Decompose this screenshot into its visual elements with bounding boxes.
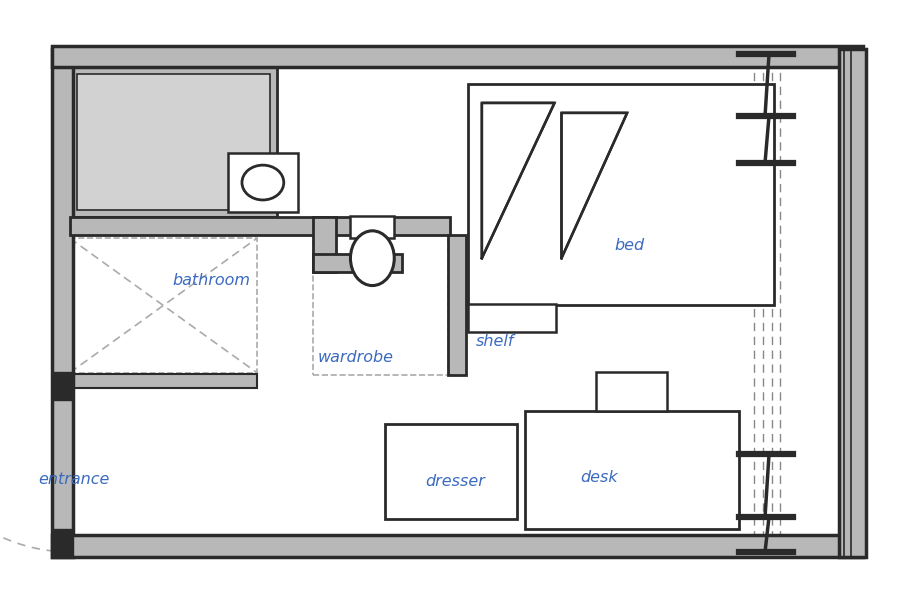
Text: desk: desk	[580, 470, 618, 485]
Polygon shape	[482, 103, 554, 258]
Ellipse shape	[350, 231, 394, 286]
Bar	[312, 254, 402, 272]
Bar	[52, 529, 74, 557]
Bar	[228, 152, 298, 212]
Bar	[312, 235, 448, 374]
Bar	[52, 535, 863, 557]
Bar	[76, 74, 270, 211]
Bar	[525, 412, 739, 529]
Bar	[385, 424, 517, 519]
Bar	[70, 67, 277, 217]
Bar	[448, 235, 466, 374]
Bar	[52, 371, 74, 400]
Bar	[839, 49, 866, 557]
Text: wardrobe: wardrobe	[318, 350, 393, 365]
Bar	[70, 374, 256, 388]
Bar	[312, 217, 336, 272]
Bar	[350, 217, 394, 238]
Bar	[52, 46, 863, 67]
Bar	[70, 238, 256, 373]
Bar	[468, 304, 555, 332]
Bar	[52, 49, 74, 557]
Bar	[468, 84, 775, 305]
Text: bed: bed	[614, 238, 644, 253]
Bar	[596, 371, 668, 412]
Ellipse shape	[242, 165, 284, 200]
Text: bathroom: bathroom	[172, 272, 250, 287]
Bar	[70, 217, 450, 235]
Text: entrance: entrance	[38, 472, 110, 487]
Text: dresser: dresser	[425, 473, 485, 488]
Text: shelf: shelf	[475, 334, 514, 349]
Polygon shape	[562, 113, 627, 258]
